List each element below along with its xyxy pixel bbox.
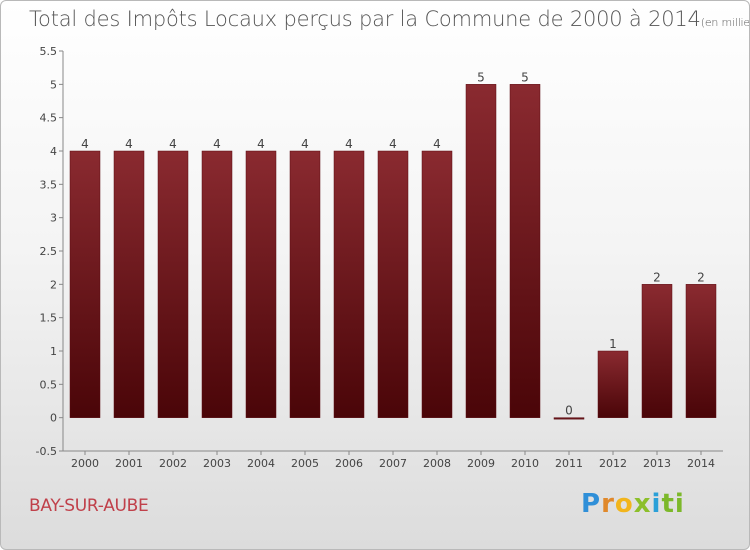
data-label: 4 xyxy=(257,137,265,151)
data-label: 5 xyxy=(521,70,529,84)
y-tick-label: 3 xyxy=(50,212,57,225)
proxiti-logo: Proxiti xyxy=(581,489,685,519)
bar xyxy=(157,150,189,418)
x-tick-label: 2000 xyxy=(71,457,99,470)
x-tick-label: 2009 xyxy=(467,457,495,470)
x-tick-label: 2004 xyxy=(247,457,275,470)
data-label: 4 xyxy=(345,137,353,151)
data-label: 0 xyxy=(565,404,573,418)
logo-letter: o xyxy=(614,489,634,519)
y-tick-label: 4 xyxy=(50,145,57,158)
data-label: 4 xyxy=(301,137,309,151)
bar xyxy=(333,150,365,418)
y-tick-label: 2 xyxy=(50,278,57,291)
y-tick-label: 5 xyxy=(50,78,57,91)
logo-letter: P xyxy=(581,489,602,519)
y-tick-label: 2.5 xyxy=(40,245,58,258)
y-tick-label: -0.5 xyxy=(36,445,57,458)
x-tick-label: 2002 xyxy=(159,457,187,470)
bar xyxy=(509,84,541,418)
y-tick-label: 1.5 xyxy=(40,312,58,325)
x-tick-label: 2006 xyxy=(335,457,363,470)
bar xyxy=(113,150,145,418)
logo-letter: x xyxy=(633,489,652,519)
x-tick-label: 2007 xyxy=(379,457,407,470)
data-label: 2 xyxy=(653,270,661,284)
logo-letter: r xyxy=(601,489,615,519)
data-label: 5 xyxy=(477,70,485,84)
x-tick-label: 2012 xyxy=(599,457,627,470)
data-label: 4 xyxy=(125,137,133,151)
y-tick-label: 3.5 xyxy=(40,178,58,191)
bar xyxy=(201,150,233,418)
x-tick-label: 2014 xyxy=(687,457,715,470)
bar xyxy=(377,150,409,418)
data-label: 1 xyxy=(609,337,617,351)
bar xyxy=(245,150,277,418)
bar xyxy=(685,284,717,418)
bar xyxy=(289,150,321,418)
data-label: 4 xyxy=(169,137,177,151)
bar xyxy=(465,84,497,418)
logo-letter: i xyxy=(651,489,662,519)
y-tick-label: 4.5 xyxy=(40,112,58,125)
bar xyxy=(641,284,673,418)
y-tick-label: 1 xyxy=(50,345,57,358)
x-tick-label: 2003 xyxy=(203,457,231,470)
y-tick-label: 0 xyxy=(50,412,57,425)
logo-letter: ti xyxy=(661,489,685,519)
chart-unit: (en milliers d'€) xyxy=(700,16,750,29)
x-tick-label: 2010 xyxy=(511,457,539,470)
chart-title-text: Total des Impôts Locaux perçus par la Co… xyxy=(29,7,701,31)
chart-title: Total des Impôts Locaux perçus par la Co… xyxy=(29,7,750,31)
x-tick-label: 2008 xyxy=(423,457,451,470)
data-label: 4 xyxy=(213,137,221,151)
x-tick-label: 2001 xyxy=(115,457,143,470)
data-label: 4 xyxy=(81,137,89,151)
commune-name: BAY-SUR-AUBE xyxy=(29,496,149,516)
data-label: 4 xyxy=(389,137,397,151)
data-label: 2 xyxy=(697,270,705,284)
x-tick-label: 2013 xyxy=(643,457,671,470)
data-label: 4 xyxy=(433,137,441,151)
x-tick-label: 2011 xyxy=(555,457,583,470)
x-tick-label: 2005 xyxy=(291,457,319,470)
bar xyxy=(69,150,101,418)
y-tick-label: 5.5 xyxy=(40,45,58,58)
y-tick-label: 0.5 xyxy=(40,378,58,391)
bar xyxy=(421,150,453,418)
bar xyxy=(597,350,629,418)
bar xyxy=(553,417,585,420)
